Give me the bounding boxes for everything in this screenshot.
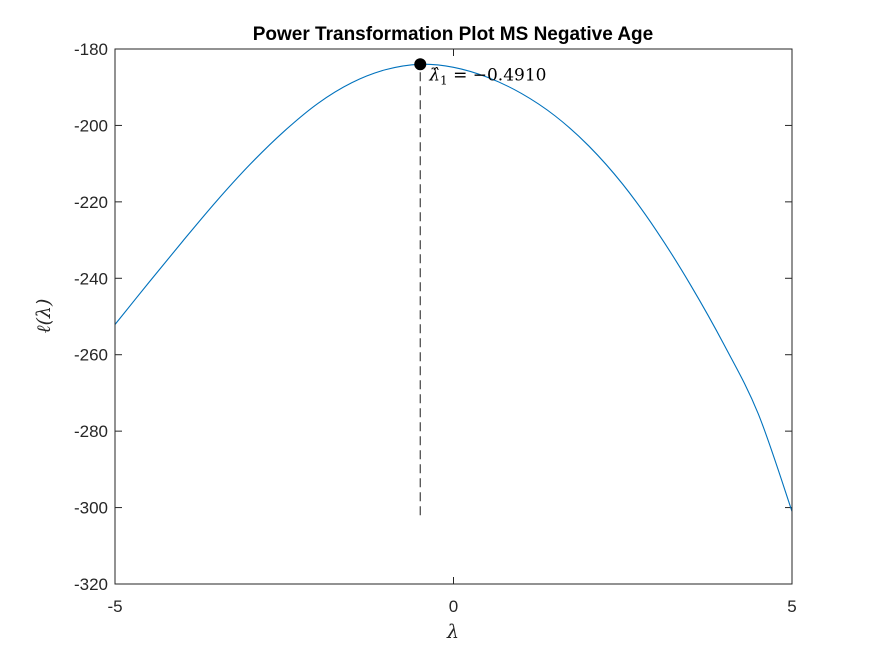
y-tick-label: -240 xyxy=(74,269,108,288)
y-tick-label: -180 xyxy=(74,40,108,59)
x-tick-label: 5 xyxy=(787,597,796,616)
lambda-annotation: λ̂1 = −0.4910 xyxy=(428,65,546,87)
y-tick-label: -320 xyxy=(74,575,108,594)
chart-title: Power Transformation Plot MS Negative Ag… xyxy=(253,24,653,45)
y-tick-label: -200 xyxy=(74,116,108,135)
plot-area xyxy=(115,49,792,584)
annotation-value: = −0.4910 xyxy=(448,65,547,85)
axis-ticks: -5 0 5 -320 -300 -280 -260 -240 -220 -200 -180 xyxy=(74,40,797,616)
annotation-subscript: 1 xyxy=(440,73,448,87)
y-axis-label: ℓ(λ) xyxy=(33,299,55,334)
annotation-symbol: λ̂ xyxy=(428,65,440,85)
axes-box xyxy=(114,48,793,585)
y-tick-label: -280 xyxy=(74,422,108,441)
log-likelihood-curve xyxy=(114,63,793,512)
plot-data xyxy=(114,58,793,516)
x-tick-label: 0 xyxy=(449,597,458,616)
y-tick-label: -220 xyxy=(74,193,108,212)
y-tick-label: -300 xyxy=(74,499,108,518)
x-axis-label: λ xyxy=(446,621,459,643)
x-tick-label: -5 xyxy=(107,597,122,616)
y-tick-label: -260 xyxy=(74,346,108,365)
peak-marker xyxy=(414,58,427,71)
